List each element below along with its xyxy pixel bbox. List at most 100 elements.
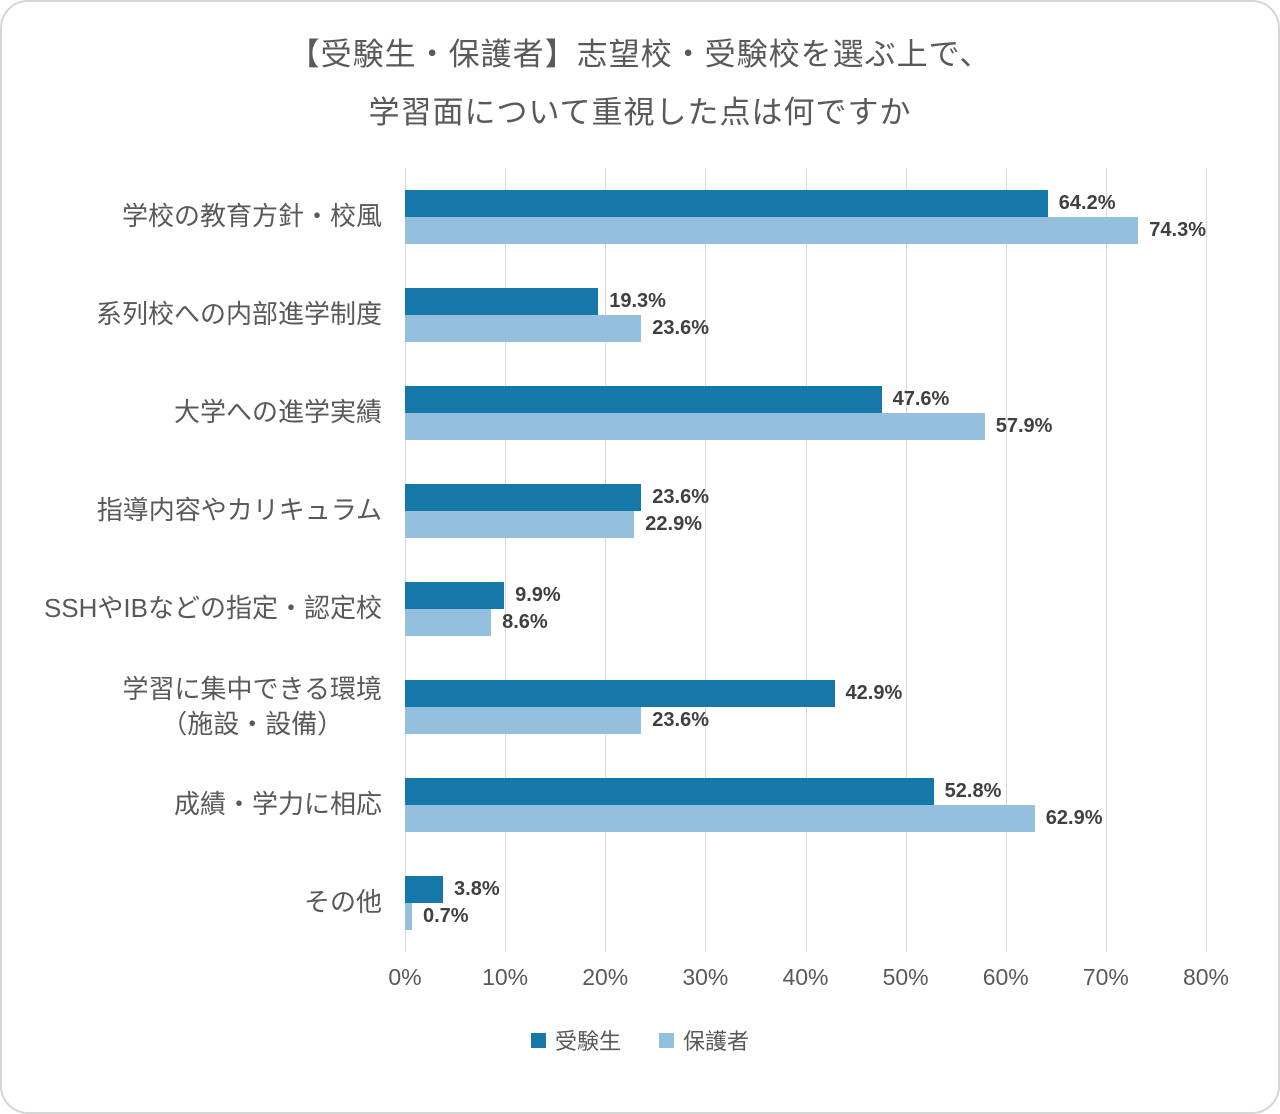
bar-series-0 — [405, 386, 882, 413]
gridline — [705, 168, 707, 952]
legend-swatch — [530, 1032, 546, 1048]
x-axis-tick: 0% — [388, 964, 422, 990]
value-label: 22.9% — [645, 513, 702, 535]
bar-series-1 — [405, 903, 412, 930]
chart-row: 大学への進学実績 47.6% 57.9% — [2, 364, 1278, 462]
bar-series-0 — [405, 484, 642, 511]
bar-group: 9.9% 8.6% — [405, 582, 1206, 636]
bar-line: 3.8% — [405, 876, 1206, 903]
value-label: 19.3% — [609, 290, 666, 312]
gridline — [405, 168, 406, 952]
chart-row: 指導内容やカリキュラム 23.6% 22.9% — [2, 462, 1278, 560]
category-label: 指導内容やカリキュラム — [96, 495, 382, 526]
value-label: 62.9% — [1045, 807, 1103, 829]
chart-title-line2: 学習面について重視した点は何ですか — [368, 95, 912, 130]
bar-line: 42.9% — [405, 680, 1206, 707]
gridline — [1206, 168, 1207, 952]
bar-series-0 — [405, 288, 599, 315]
category-label: 大学への進学実績 — [173, 397, 382, 428]
chart-row: 系列校への内部進学制度 19.3% 23.6% — [2, 266, 1278, 364]
bar-series-1 — [405, 315, 642, 342]
bar-series-1 — [405, 707, 642, 734]
value-label: 64.2% — [1058, 192, 1116, 214]
chart-rows: 学校の教育方針・校風 64.2% 74.3% 系列校への内部進学制度 19.3% 23.6… — [2, 168, 1278, 952]
category-label: 学習に集中できる環境 （施設・設備） — [122, 673, 382, 739]
bar-line: 47.6% — [405, 386, 1206, 413]
bar-group: 42.9% 23.6% — [405, 680, 1206, 734]
bar-line: 9.9% — [405, 582, 1206, 609]
category-label: 学校の教育方針・校風 — [121, 201, 382, 232]
value-label: 8.6% — [502, 611, 548, 633]
bar-line: 74.3% — [405, 217, 1206, 244]
value-label: 47.6% — [892, 388, 950, 410]
bar-group: 52.8% 62.9% — [405, 778, 1206, 832]
x-axis-tick: 10% — [482, 964, 529, 990]
value-label: 42.9% — [845, 682, 903, 704]
bar-series-1 — [405, 511, 635, 538]
x-axis-tick: 40% — [782, 964, 829, 990]
x-axis: 0% 10% 20% 30% 40% 50% 60% 70% 80% — [388, 952, 1229, 998]
x-axis-tick: 50% — [882, 964, 929, 990]
chart-row: 学校の教育方針・校風 64.2% 74.3% — [2, 168, 1278, 266]
value-label: 74.3% — [1149, 219, 1206, 241]
bar-group: 23.6% 22.9% — [405, 484, 1206, 538]
chart-row: 学習に集中できる環境 （施設・設備） 42.9% 23.6% — [2, 658, 1278, 756]
gridlines — [405, 168, 1207, 952]
bar-line: 23.6% — [405, 315, 1206, 342]
bar-series-0 — [405, 582, 505, 609]
value-label: 57.9% — [995, 415, 1053, 437]
bar-series-1 — [405, 413, 985, 440]
bar-series-1 — [405, 609, 492, 636]
gridline — [1005, 168, 1007, 952]
value-label: 52.8% — [944, 780, 1002, 802]
value-label: 3.8% — [454, 878, 500, 900]
bar-line: 22.9% — [405, 511, 1206, 538]
bar-line: 23.6% — [405, 707, 1206, 734]
legend: 受験生 保護者 — [2, 1024, 1278, 1056]
bar-group: 19.3% 23.6% — [405, 288, 1206, 342]
bar-series-0 — [405, 680, 835, 707]
value-label: 0.7% — [423, 905, 469, 927]
gridline — [1105, 168, 1107, 952]
x-axis-tick: 60% — [982, 964, 1029, 990]
bar-line: 0.7% — [405, 903, 1206, 930]
plot-area: 学校の教育方針・校風 64.2% 74.3% 系列校への内部進学制度 19.3% 23.6… — [2, 168, 1278, 952]
bar-series-1 — [405, 805, 1035, 832]
bar-group: 47.6% 57.9% — [405, 386, 1206, 440]
gridline — [505, 168, 507, 952]
gridline — [605, 168, 607, 952]
bar-group: 3.8% 0.7% — [405, 876, 1206, 930]
chart-row: SSHやIBなどの指定・認定校 9.9% 8.6% — [2, 560, 1278, 658]
value-label: 23.6% — [652, 317, 709, 339]
value-label: 9.9% — [515, 584, 561, 606]
bar-line: 19.3% — [405, 288, 1206, 315]
x-axis-tick: 70% — [1082, 964, 1129, 990]
bar-line: 57.9% — [405, 413, 1206, 440]
x-axis-tick: 80% — [1182, 964, 1230, 990]
x-axis-tick: 20% — [582, 964, 629, 990]
legend-item: 保護者 — [659, 1024, 749, 1056]
gridline — [805, 168, 807, 952]
value-label: 23.6% — [652, 486, 709, 508]
category-label: 成績・学力に相応 — [173, 789, 382, 820]
category-label: その他 — [303, 887, 382, 918]
category-label: 系列校への内部進学制度 — [95, 299, 382, 330]
bar-line: 8.6% — [405, 609, 1206, 636]
bar-series-1 — [405, 217, 1139, 244]
gridline — [905, 168, 907, 952]
chart-title-line1: 【受験生・保護者】志望校・受験校を選ぶ上で、 — [288, 37, 992, 72]
legend-label: 保護者 — [683, 1029, 750, 1054]
bar-line: 52.8% — [405, 778, 1206, 805]
chart-title: 【受験生・保護者】志望校・受験校を選ぶ上で、 学習面について重視した点は何ですか — [2, 2, 1278, 142]
x-axis-tick: 30% — [682, 964, 729, 990]
legend-swatch — [659, 1032, 674, 1048]
legend-item: 受験生 — [530, 1024, 621, 1056]
bar-line: 64.2% — [405, 190, 1206, 217]
bar-line: 62.9% — [405, 805, 1206, 832]
chart-row: 成績・学力に相応 52.8% 62.9% — [2, 756, 1278, 854]
bar-series-0 — [405, 190, 1048, 217]
bar-series-0 — [405, 876, 444, 903]
legend-label: 受験生 — [554, 1029, 621, 1054]
bar-group: 64.2% 74.3% — [405, 190, 1206, 244]
